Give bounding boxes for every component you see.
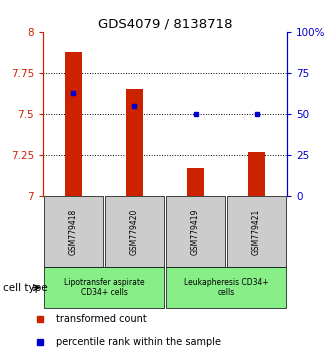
Bar xyxy=(166,267,286,308)
Text: Leukapheresis CD34+
cells: Leukapheresis CD34+ cells xyxy=(184,278,268,297)
Text: Lipotransfer aspirate
CD34+ cells: Lipotransfer aspirate CD34+ cells xyxy=(64,278,144,297)
Bar xyxy=(227,196,286,267)
Text: GSM779421: GSM779421 xyxy=(252,209,261,255)
Bar xyxy=(44,196,103,267)
Bar xyxy=(65,52,82,196)
Bar xyxy=(126,90,143,196)
Bar xyxy=(248,152,265,196)
Bar xyxy=(105,196,164,267)
Text: transformed count: transformed count xyxy=(56,314,147,325)
Title: GDS4079 / 8138718: GDS4079 / 8138718 xyxy=(98,18,232,31)
Bar xyxy=(166,196,225,267)
Bar xyxy=(187,169,204,196)
Text: GSM779420: GSM779420 xyxy=(130,209,139,255)
Text: GSM779418: GSM779418 xyxy=(69,209,78,255)
Bar xyxy=(44,267,164,308)
Text: GSM779419: GSM779419 xyxy=(191,209,200,255)
Text: percentile rank within the sample: percentile rank within the sample xyxy=(56,337,221,348)
Text: cell type: cell type xyxy=(3,282,48,293)
